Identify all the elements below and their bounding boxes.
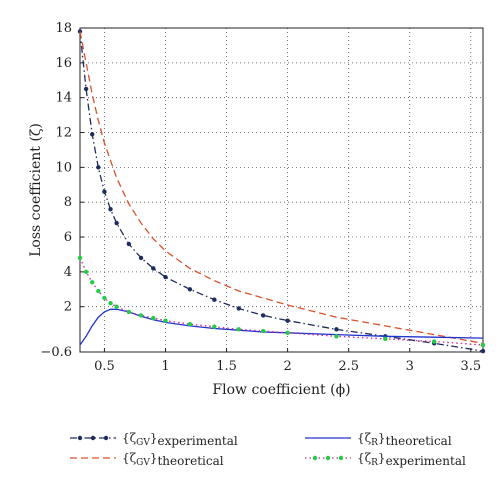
data-point	[187, 287, 193, 292]
data-point	[480, 348, 486, 354]
legend-label: {ζR}theoretical	[357, 431, 452, 448]
x-tick-label: 0.5	[94, 359, 115, 374]
data-point	[96, 288, 101, 294]
data-point	[285, 330, 290, 336]
data-point	[108, 301, 113, 306]
legend: {ζGV}experimental {ζR}theoretical{ζGV}the…	[70, 431, 466, 468]
data-point	[151, 315, 156, 321]
data-point	[102, 189, 107, 194]
y-tick-label: 2	[64, 300, 72, 315]
series-3	[79, 308, 484, 346]
legend-label-main: {ζ	[122, 451, 137, 465]
data-point	[90, 280, 95, 285]
series-1	[77, 29, 486, 354]
y-tick-label: 14	[55, 91, 72, 106]
y-tick-label: 8	[64, 195, 72, 210]
legend-label-close: }	[378, 451, 386, 465]
legend-label-greek-sub: GV	[136, 438, 150, 448]
series-line	[79, 31, 484, 352]
x-tick-label: 3.5	[460, 359, 481, 374]
legend-label: {ζGV}experimental	[122, 431, 238, 448]
legend-label-main: {ζ	[122, 431, 137, 445]
y-tick-label: −0.6	[40, 345, 72, 360]
legend-swatch-marker	[77, 435, 83, 441]
data-point	[138, 313, 144, 318]
data-point	[236, 306, 241, 311]
y-tick-label: 18	[55, 21, 72, 36]
y-tick-label: 4	[64, 265, 72, 280]
data-point	[480, 342, 486, 348]
data-point	[126, 241, 132, 247]
x-tick-label: 3	[406, 359, 414, 374]
y-tick-label: 6	[64, 230, 72, 245]
y-tick-label: 16	[55, 56, 72, 71]
x-tick-label: 1.5	[216, 359, 237, 374]
series-4	[77, 255, 486, 348]
plot-area	[79, 27, 484, 353]
y-tick-label: 10	[55, 160, 72, 175]
data-point	[96, 165, 101, 170]
data-point	[260, 328, 266, 334]
legend-swatch-marker	[103, 435, 109, 441]
legend-label-sub: experimental	[386, 454, 466, 468]
legend-label-close: }	[150, 431, 158, 445]
legend-swatch-marker	[338, 455, 344, 461]
series-2	[79, 31, 484, 344]
data-point	[334, 334, 339, 339]
series-line	[79, 308, 484, 346]
data-point	[163, 274, 168, 280]
data-point	[212, 297, 217, 302]
legend-label-close: }	[378, 431, 386, 445]
data-point	[114, 220, 119, 226]
data-point	[77, 29, 83, 34]
legend-entry: {ζGV}theoretical	[70, 451, 224, 468]
data-point	[187, 321, 193, 327]
data-point	[383, 336, 388, 342]
data-point	[334, 327, 339, 332]
legend-entry: {ζR}theoretical	[305, 431, 452, 448]
data-point	[151, 266, 156, 271]
data-point	[431, 339, 437, 344]
data-point	[108, 206, 113, 212]
y-axis-label: Loss coefficient (ζ)	[28, 123, 44, 257]
legend-swatch-marker	[90, 435, 96, 441]
legend-label-sub: theoretical	[386, 434, 452, 448]
data-point	[212, 324, 217, 329]
legend-label-greek-sub: GV	[136, 458, 150, 468]
data-point	[77, 255, 83, 261]
y-tick-label: 12	[55, 126, 72, 141]
legend-label: {ζGV}theoretical	[122, 451, 224, 468]
legend-label-sub: experimental	[157, 434, 237, 448]
x-axis-label: Flow coefficient (ϕ)	[212, 382, 350, 398]
legend-entry: {ζGV}experimental	[70, 431, 238, 448]
legend-label-greek-sub: R	[371, 458, 378, 468]
legend-label: {ζR}experimental	[357, 451, 466, 468]
data-point	[236, 327, 241, 332]
legend-label-greek-sub: R	[371, 438, 378, 448]
data-point	[83, 269, 89, 275]
x-tick-label: 2	[283, 359, 291, 374]
legend-swatch-marker	[325, 455, 331, 461]
x-tick-label: 1	[161, 359, 169, 374]
legend-swatch-marker	[312, 455, 318, 461]
legend-entry: {ζR}experimental	[305, 451, 466, 468]
x-tick-label: 2.5	[338, 359, 359, 374]
legend-label-main: {ζ	[357, 451, 372, 465]
data-point	[163, 318, 168, 323]
legend-label-main: {ζ	[357, 431, 372, 445]
data-point	[114, 304, 119, 309]
data-point	[83, 86, 89, 92]
data-point	[102, 295, 107, 301]
data-point	[90, 132, 95, 137]
data-point	[285, 318, 290, 323]
series-group	[77, 29, 486, 354]
axis-ticks: 0.5 1 1.5 2 2.5 3 3.5 −0.6 2 4 6 8 10 12 14 16 18	[40, 21, 481, 374]
data-point	[138, 255, 144, 261]
data-point	[260, 313, 266, 318]
data-point	[126, 309, 132, 315]
legend-label-close: }	[150, 451, 158, 465]
series-line	[79, 31, 484, 344]
legend-label-sub: theoretical	[157, 454, 223, 468]
